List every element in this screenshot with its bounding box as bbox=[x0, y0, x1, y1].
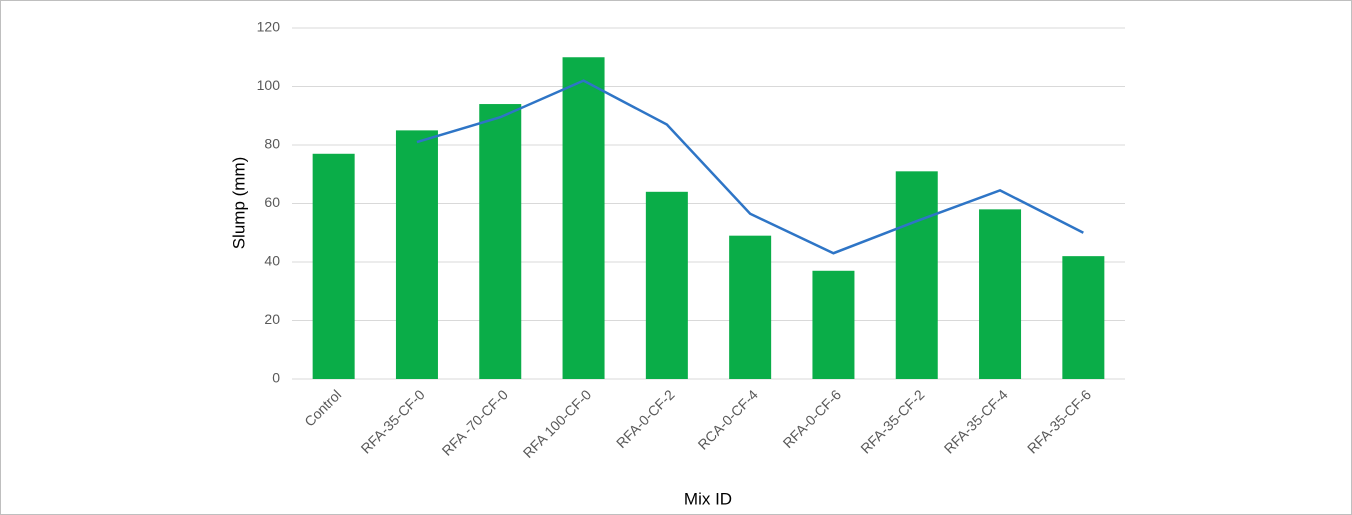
x-tick-label: RFA -70-CF-0 bbox=[439, 386, 512, 459]
x-tick-label: RFA-0-CF-2 bbox=[613, 386, 678, 451]
y-tick-label: 120 bbox=[257, 19, 281, 35]
bar bbox=[312, 153, 355, 379]
bar bbox=[1062, 256, 1105, 379]
x-tick-label: RFA-35-CF-2 bbox=[857, 386, 927, 456]
x-tick-label: RFA-35-CF-6 bbox=[1024, 386, 1094, 456]
bar bbox=[479, 104, 522, 380]
x-tick-label: RFA-35-CF-0 bbox=[358, 386, 428, 456]
x-tick-label: Control bbox=[301, 386, 344, 429]
y-axis-title: Slump (mm) bbox=[229, 157, 248, 250]
bar bbox=[979, 209, 1022, 379]
x-tick-label: RCA-0-CF-4 bbox=[695, 386, 761, 452]
y-tick-label: 100 bbox=[257, 77, 281, 93]
y-tick-label: 40 bbox=[264, 253, 280, 269]
y-tick-label: 20 bbox=[264, 311, 280, 327]
bar bbox=[395, 130, 438, 379]
y-tick-label: 80 bbox=[264, 136, 280, 152]
y-tick-label: 60 bbox=[264, 194, 280, 210]
x-tick-label: RFA-0-CF-6 bbox=[780, 386, 845, 451]
bar bbox=[895, 171, 938, 379]
bar bbox=[645, 191, 688, 379]
trend-line bbox=[416, 79, 1084, 255]
x-tick-label: RFA-35-CF-4 bbox=[941, 386, 1011, 456]
x-tick-label: RFA 100-CF-0 bbox=[520, 386, 595, 461]
x-axis-title: Mix ID bbox=[684, 489, 732, 508]
bar bbox=[812, 270, 855, 379]
bar bbox=[729, 235, 772, 379]
bar bbox=[562, 57, 605, 379]
y-tick-label: 0 bbox=[272, 370, 280, 386]
